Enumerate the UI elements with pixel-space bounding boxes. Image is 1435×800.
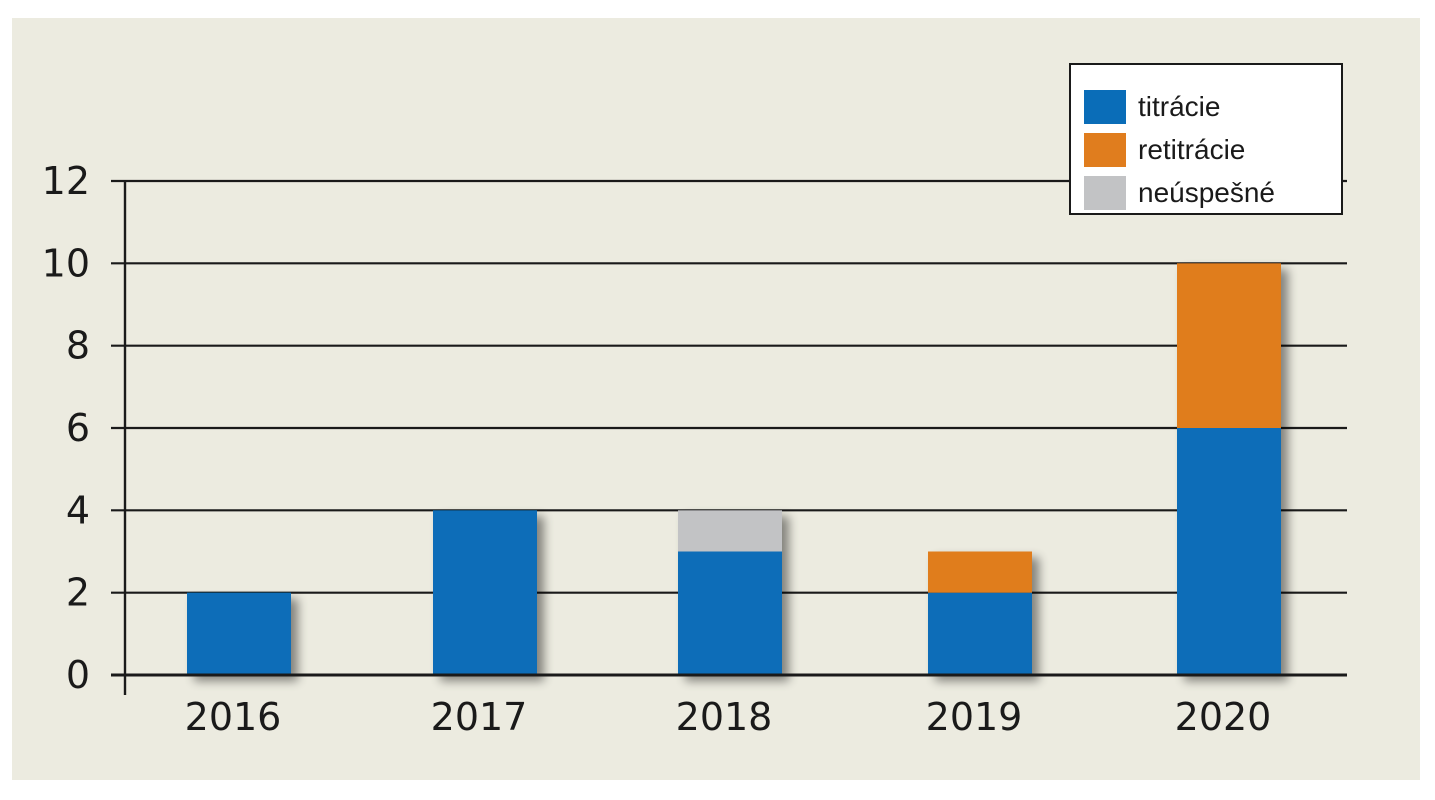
bar-stack-2017: [433, 510, 537, 675]
legend: titrácie retitrácie neúspešné: [1069, 63, 1343, 215]
legend-swatch: [1084, 176, 1126, 210]
y-tick-label: 2: [66, 571, 90, 615]
x-tick-label: 2020: [1175, 695, 1272, 739]
bar-2020-series-1: [1177, 428, 1281, 675]
y-tick-label: 0: [66, 653, 90, 697]
y-tick-label: 4: [66, 488, 90, 532]
bar-stack-2020: [1177, 263, 1281, 675]
bar-2018-series-1: [678, 551, 782, 675]
bar-2016-series-1: [187, 592, 291, 675]
x-tick-label: 2018: [676, 695, 773, 739]
legend-label: retitrácie: [1138, 134, 1245, 165]
y-tick-label: 6: [66, 406, 90, 450]
legend-swatch: [1084, 133, 1126, 167]
y-tick-labels: 0 2 4 6 8 10 12: [42, 159, 90, 697]
bar-stack-2016: [187, 592, 291, 675]
bars: [187, 263, 1281, 675]
bar-stack-2019: [928, 551, 1032, 675]
bar-2018-series-3: [678, 510, 782, 552]
bar-2019-series-2: [928, 551, 1032, 593]
legend-label: neúspešné: [1138, 177, 1275, 208]
x-tick-labels: 2016 2017 2018 2019 2020: [185, 695, 1272, 739]
bar-2019-series-1: [928, 592, 1032, 675]
axes: [111, 181, 1347, 695]
x-tick-label: 2019: [926, 695, 1023, 739]
y-tick-label: 10: [42, 241, 90, 285]
bar-2020-series-2: [1177, 263, 1281, 428]
legend-label: titrácie: [1138, 91, 1220, 122]
bar-2017-series-1: [433, 510, 537, 675]
y-tick-label: 12: [42, 159, 90, 203]
y-tick-label: 8: [66, 324, 90, 368]
x-tick-label: 2016: [185, 695, 282, 739]
bar-stack-2018: [678, 510, 782, 675]
legend-swatch: [1084, 90, 1126, 124]
x-tick-label: 2017: [431, 695, 528, 739]
